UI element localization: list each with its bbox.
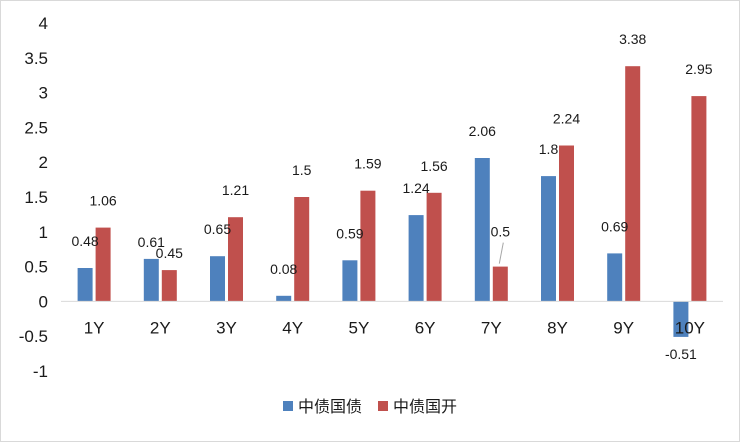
bar-series2-4Y [294, 197, 310, 302]
bar-series1-2Y [143, 258, 159, 302]
legend-label: 中债国债 [298, 397, 362, 416]
bar-series2-5Y [360, 190, 376, 302]
bar-series2-10Y [691, 96, 707, 302]
y-tick-label: 1 [39, 223, 48, 242]
y-axis: -1 -0.5 0 0.5 1 1.5 2 2.5 3 3.5 4 [19, 14, 48, 381]
data-label: 2.95 [685, 61, 712, 77]
bar-series2-9Y [625, 66, 641, 302]
legend: 中债国债 中债国开 [283, 397, 457, 416]
data-label: 0.69 [601, 218, 628, 234]
data-labels: 0.48 0.61 0.65 0.08 0.59 1.24 2.06 1.8 0.69 -0.51… [71, 31, 712, 362]
data-label: 0.65 [204, 221, 231, 237]
x-tick-label: 3Y [216, 318, 237, 337]
legend-swatch [283, 401, 293, 411]
legend-label: 中债国开 [393, 397, 457, 416]
y-tick-label: 1.5 [24, 188, 48, 207]
x-tick-label: 4Y [282, 318, 303, 337]
x-tick-label: 2Y [150, 318, 171, 337]
bar-series2-7Y [492, 266, 508, 302]
data-label: 1.06 [89, 193, 116, 209]
x-tick-label: 6Y [415, 318, 436, 337]
data-label: -0.51 [665, 346, 697, 362]
leader-line [498, 242, 504, 264]
data-label: 1.8 [539, 141, 559, 157]
x-tick-label: 1Y [84, 318, 105, 337]
bar-series1-1Y [77, 268, 93, 302]
data-label: 3.38 [619, 31, 646, 47]
data-label: 2.24 [553, 111, 580, 127]
bar-series2-1Y [95, 227, 111, 302]
data-label: 1.59 [354, 156, 381, 172]
bar-series1-9Y [607, 253, 623, 302]
x-tick-label: 8Y [547, 318, 568, 337]
y-tick-label: 4 [39, 14, 48, 33]
data-label: 0.5 [491, 224, 511, 240]
bar-series1-8Y [541, 176, 556, 302]
bar-series2-6Y [426, 192, 442, 302]
y-tick-label: -0.5 [19, 327, 48, 346]
y-tick-label: -1 [33, 362, 48, 381]
bar-series2-3Y [228, 217, 243, 302]
data-label: 0.59 [336, 225, 363, 241]
bar-series1-10Y [673, 301, 689, 337]
y-tick-label: 0.5 [24, 258, 48, 277]
bar-series2-8Y [559, 145, 574, 302]
y-tick-label: 2.5 [24, 118, 48, 137]
data-label: 1.21 [222, 182, 249, 198]
x-tick-label: 7Y [481, 318, 502, 337]
bar-series1-6Y [408, 215, 424, 302]
y-tick-label: 3 [39, 84, 48, 103]
bar-series1-7Y [474, 158, 490, 302]
data-label: 0.48 [71, 233, 98, 249]
data-label: 1.5 [292, 162, 312, 178]
y-tick-label: 0 [39, 292, 48, 311]
data-label: 0.45 [156, 245, 183, 261]
data-label: 1.56 [420, 158, 447, 174]
bar-series1-5Y [342, 260, 358, 302]
bars [77, 66, 707, 337]
bar-series1-3Y [210, 256, 225, 302]
x-tick-label: 10Y [675, 318, 705, 337]
data-label: 2.06 [469, 123, 496, 139]
y-tick-label: 3.5 [24, 49, 48, 68]
x-tick-label: 5Y [349, 318, 370, 337]
x-tick-label: 9Y [613, 318, 634, 337]
bar-series2-2Y [161, 270, 177, 302]
bar-series1-4Y [276, 295, 292, 302]
legend-swatch [378, 401, 388, 411]
x-axis-ticks: 1Y 2Y 3Y 4Y 5Y 6Y 7Y 8Y 9Y 10Y [84, 318, 705, 337]
data-label: 0.61 [138, 234, 165, 250]
y-tick-label: 2 [39, 153, 48, 172]
data-label: 0.08 [270, 261, 297, 277]
data-label: 1.24 [402, 180, 429, 196]
